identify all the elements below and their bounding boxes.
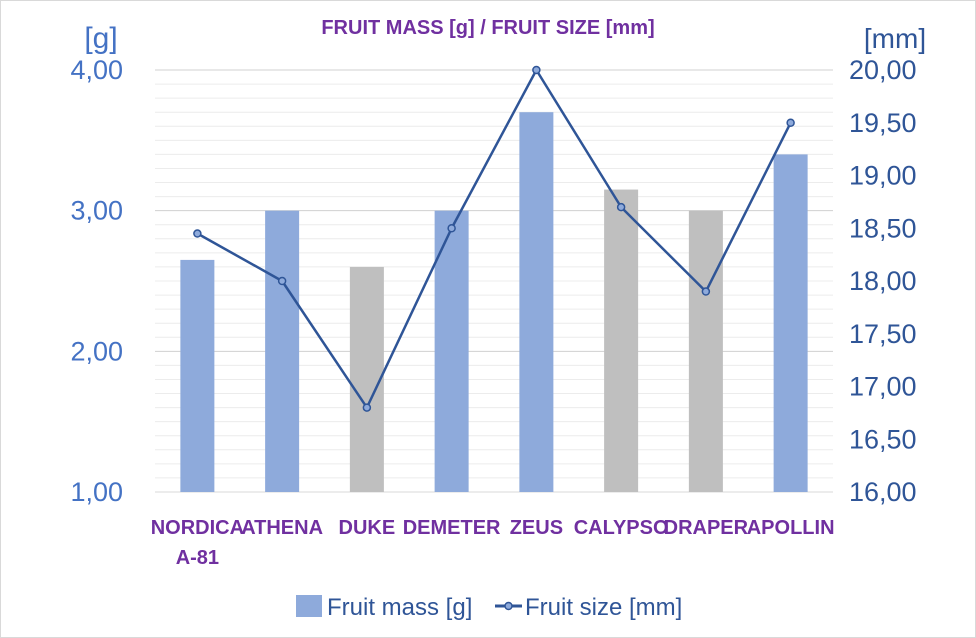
fruit-size-point — [616, 202, 626, 212]
right-tick-label: 19,50 — [849, 108, 917, 138]
right-tick-label: 16,00 — [849, 477, 917, 507]
category-label: CALYPSO — [574, 517, 669, 539]
right-tick-label: 17,00 — [849, 372, 917, 402]
left-axis-unit: [g] — [84, 22, 117, 55]
legend: Fruit mass [g] Fruit size [mm] — [296, 594, 682, 621]
right-tick-label: 16,50 — [849, 424, 917, 454]
right-tick-label: 19,00 — [849, 161, 917, 191]
right-tick-label: 18,50 — [849, 213, 917, 243]
left-tick-label: 4,00 — [70, 55, 123, 85]
legend-label-fruit-mass: Fruit mass [g] — [327, 594, 472, 621]
legend-marker-fruit-size — [504, 601, 513, 611]
fruit-mass-bars — [180, 112, 808, 493]
left-axis-ticks: 1,00 2,00 3,00 4,00 — [70, 55, 123, 507]
category-label: A-81 — [176, 547, 219, 569]
bar — [434, 210, 469, 492]
left-tick-label: 2,00 — [70, 336, 123, 366]
category-label: DUKE — [339, 517, 396, 539]
fruit-size-point — [277, 276, 287, 286]
left-tick-label: 3,00 — [70, 196, 123, 226]
category-labels: NORDICA A-81 ATHENA DUKE DEMETER ZEUS CALYPSOD… — [151, 517, 835, 569]
bar — [180, 259, 215, 492]
category-label: DRAPER — [664, 517, 749, 539]
legend-label-fruit-size: Fruit size [mm] — [525, 594, 682, 621]
fruit-size-point — [447, 224, 456, 233]
fruit-size-point — [701, 287, 711, 296]
gridlines — [155, 69, 833, 493]
fruit-size-point — [362, 403, 372, 412]
right-axis-ticks: 16,00 16,50 17,00 17,50 18,00 18,50 19,00 19,50… — [849, 55, 917, 507]
bar — [265, 210, 300, 492]
bar — [604, 189, 639, 493]
legend-swatch-fruit-mass — [296, 595, 322, 617]
category-label: ZEUS — [510, 517, 563, 539]
chart-title: FRUIT MASS [g] / FRUIT SIZE [mm] — [321, 17, 654, 39]
fruit-size-point — [193, 229, 202, 238]
fruit-size-line — [193, 65, 795, 412]
category-label: APOLLIN — [747, 517, 835, 539]
fruit-size-polyline — [196, 68, 792, 409]
bar — [519, 112, 554, 492]
right-tick-label: 17,50 — [849, 319, 917, 349]
category-label: NORDICA — [151, 517, 244, 539]
fruit-size-point — [532, 65, 541, 75]
bar — [773, 154, 808, 492]
right-tick-label: 18,00 — [849, 266, 917, 296]
bar — [349, 266, 384, 492]
category-label: ATHENA — [241, 517, 323, 539]
left-tick-label: 1,00 — [70, 477, 123, 507]
right-axis-unit: [mm] — [864, 23, 926, 54]
fruit-size-point — [786, 118, 795, 127]
bar — [688, 210, 723, 492]
category-label: DEMETER — [403, 517, 501, 539]
right-tick-label: 20,00 — [849, 55, 917, 85]
